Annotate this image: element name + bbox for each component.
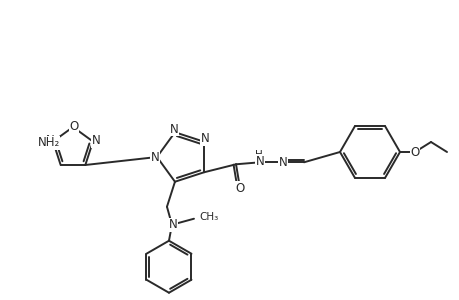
Text: N: N [168, 218, 177, 231]
Text: N: N [169, 123, 178, 136]
Text: H: H [255, 150, 263, 160]
Text: N: N [45, 134, 54, 147]
Text: N: N [255, 155, 264, 168]
Text: O: O [235, 182, 244, 195]
Text: N: N [200, 132, 209, 145]
Text: N: N [150, 151, 159, 164]
Text: O: O [69, 119, 78, 133]
Text: N: N [278, 156, 287, 169]
Text: O: O [409, 146, 419, 158]
Text: CH₃: CH₃ [199, 212, 218, 222]
Text: NH₂: NH₂ [38, 136, 60, 149]
Text: N: N [91, 134, 100, 147]
